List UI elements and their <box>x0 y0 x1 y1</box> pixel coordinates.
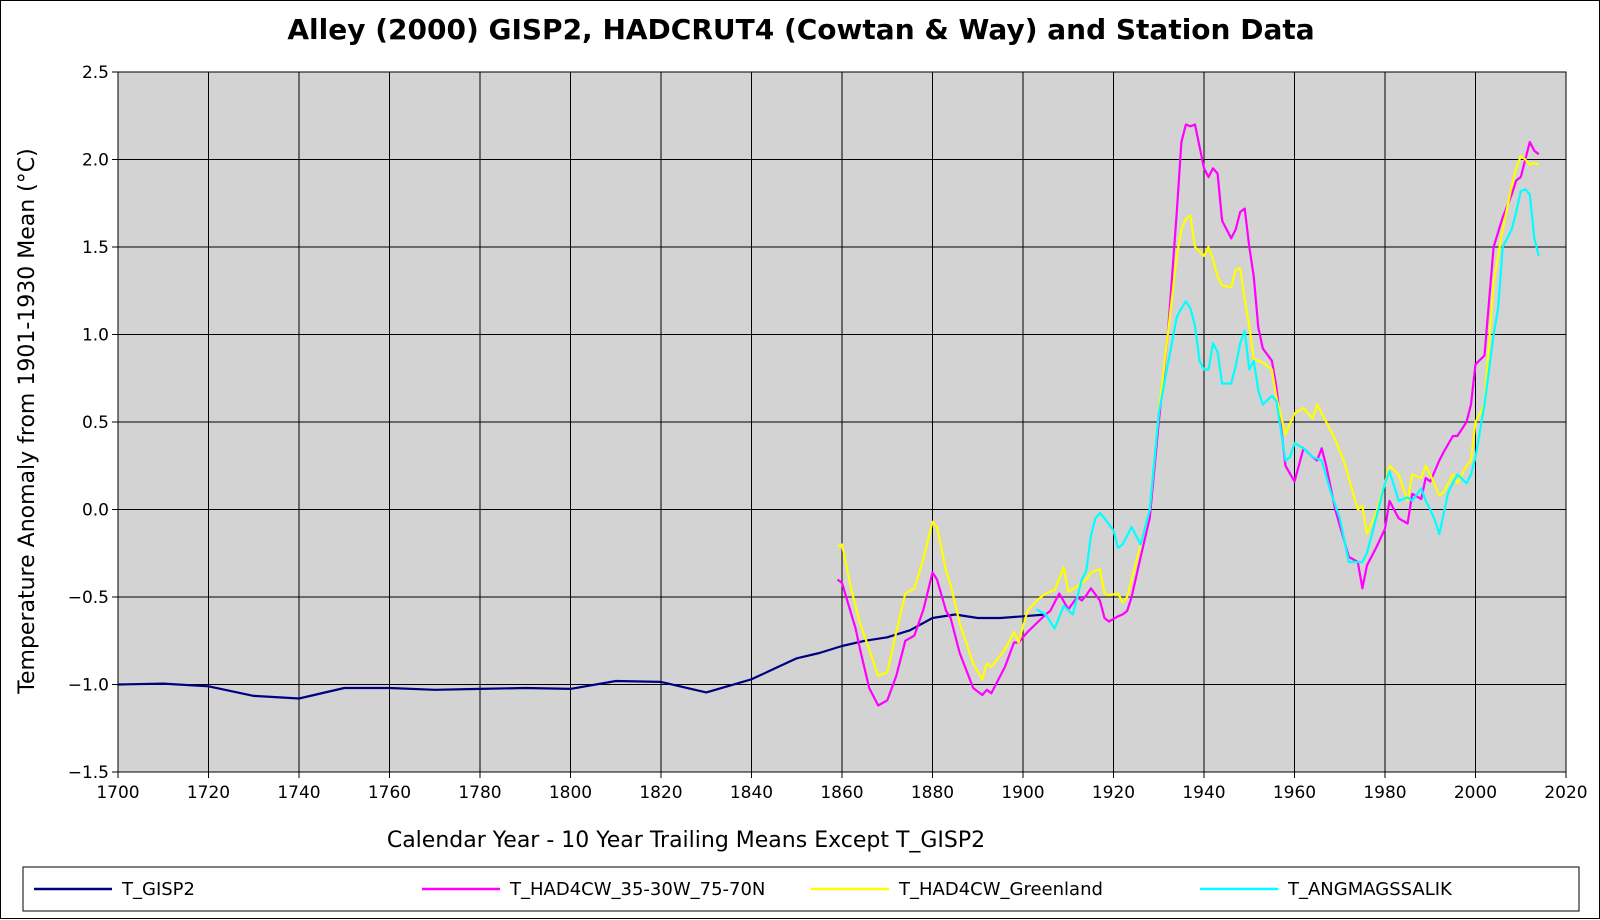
y-tick-label: 2.0 <box>82 151 109 171</box>
x-tick-label: 1960 <box>1273 783 1316 803</box>
x-tick-label: 1920 <box>1092 783 1135 803</box>
y-tick-label: 1.0 <box>82 326 109 346</box>
y-tick-label: −1.0 <box>68 676 109 696</box>
grid-lines <box>118 72 1566 772</box>
legend-box <box>22 866 1580 912</box>
y-tick-label: 1.5 <box>82 238 109 258</box>
x-tick-label: 1980 <box>1363 783 1406 803</box>
x-tick-label: 1740 <box>277 783 320 803</box>
legend-label: T_GISP2 <box>121 879 195 900</box>
legend-label: T_HAD4CW_35-30W_75-70N <box>509 879 765 900</box>
x-axis-label: Calendar Year - 10 Year Trailing Means E… <box>387 828 985 853</box>
y-tick-labels: 2.5 2.0 1.5 1.0 0.5 0.0 −0.5 −1.0 −1.5 <box>68 63 118 783</box>
x-tick-label: 1780 <box>458 783 501 803</box>
x-tick-label: 1820 <box>639 783 682 803</box>
x-tick-label: 1940 <box>1182 783 1225 803</box>
legend-label: T_ANGMAGSSALIK <box>1287 879 1453 900</box>
legend-label: T_HAD4CW_Greenland <box>898 879 1103 900</box>
x-tick-label: 2000 <box>1454 783 1497 803</box>
y-tick-label: −0.5 <box>68 588 109 608</box>
legend: T_GISP2 T_HAD4CW_35-30W_75-70N T_HAD4CW_Gr… <box>34 879 1453 900</box>
x-tick-label: 2020 <box>1544 783 1587 803</box>
y-axis-label: Temperature Anomaly from 1901-1930 Mean … <box>15 148 40 694</box>
chart-title: Alley (2000) GISP2, HADCRUT4 (Cowtan & W… <box>287 13 1314 46</box>
y-tick-label: 2.5 <box>82 63 109 83</box>
x-tick-labels: 1700 1720 1740 1760 1780 1800 1820 1840 1860 1880… <box>96 772 1588 803</box>
series-line-t-gisp2 <box>117 613 1046 700</box>
x-tick-label: 1720 <box>187 783 230 803</box>
x-tick-label: 1900 <box>1001 783 1044 803</box>
series-line-t-had4cw-greenland <box>837 154 1540 681</box>
x-tick-label: 1880 <box>911 783 954 803</box>
y-tick-label: −1.5 <box>68 763 109 783</box>
x-tick-label: 1800 <box>549 783 592 803</box>
series-line-t-angmagssalik <box>1036 188 1540 630</box>
y-tick-label: 0.0 <box>82 501 109 521</box>
x-tick-label: 1840 <box>730 783 773 803</box>
series-lines <box>117 123 1540 707</box>
x-tick-label: 1760 <box>368 783 411 803</box>
x-tick-label: 1700 <box>96 783 139 803</box>
x-tick-label: 1860 <box>820 783 863 803</box>
y-tick-label: 0.5 <box>82 413 109 433</box>
